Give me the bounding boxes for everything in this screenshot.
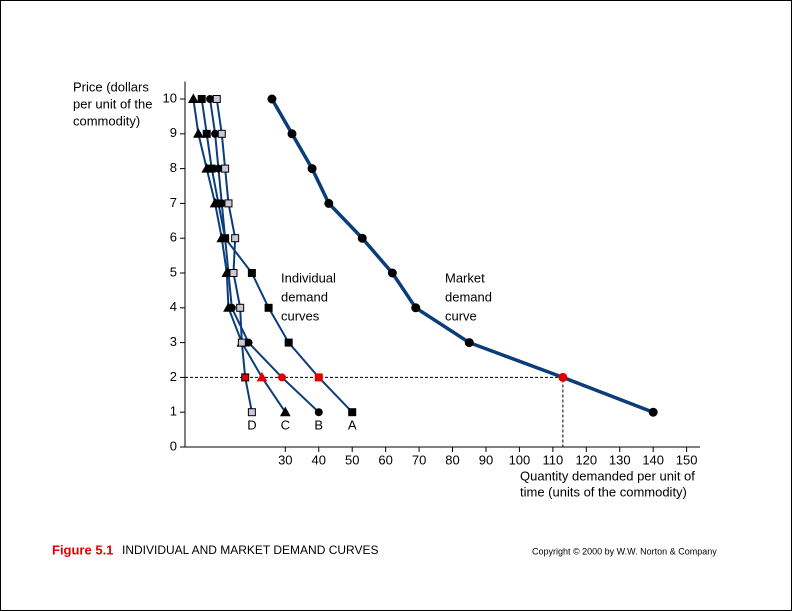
y-tick-label: 10 xyxy=(163,90,177,105)
marker xyxy=(224,199,233,208)
series-line xyxy=(215,98,253,413)
annotation: demand xyxy=(281,289,328,304)
y-axis-label: Price (dollars xyxy=(73,79,149,94)
marker xyxy=(411,303,421,313)
x-axis-label: Quantity demanded per unit of xyxy=(520,468,695,483)
marker xyxy=(284,338,293,347)
marker xyxy=(237,338,246,347)
x-tick-label: 120 xyxy=(575,452,597,467)
marker xyxy=(229,269,238,277)
x-tick-label: 30 xyxy=(278,452,292,467)
y-axis-label: commodity) xyxy=(73,113,140,128)
y-tick-label: 6 xyxy=(170,230,177,245)
marker xyxy=(287,129,297,139)
y-tick-label: 0 xyxy=(170,438,177,453)
marker xyxy=(324,198,334,208)
marker xyxy=(267,94,277,104)
x-tick-label: 70 xyxy=(412,452,426,467)
marker xyxy=(314,373,323,382)
marker xyxy=(277,373,286,382)
annotation: Individual xyxy=(281,270,336,285)
marker xyxy=(206,95,215,103)
marker xyxy=(217,129,226,138)
marker xyxy=(648,407,658,417)
x-tick-label: 110 xyxy=(542,452,563,467)
series-label: B xyxy=(314,418,323,433)
marker xyxy=(202,129,211,138)
copyright: Copyright © 2000 by W.W. Norton & Compan… xyxy=(532,546,717,556)
marker xyxy=(197,95,206,103)
y-tick-label: 4 xyxy=(170,299,177,314)
x-tick-label: 80 xyxy=(445,452,459,467)
marker xyxy=(387,268,397,278)
x-tick-label: 130 xyxy=(609,452,631,467)
marker xyxy=(216,232,228,243)
x-axis-label: time (units of the commodity) xyxy=(520,484,687,499)
series-label: A xyxy=(348,418,357,433)
marker xyxy=(357,233,367,243)
x-tick-label: 50 xyxy=(345,452,359,467)
annotation: curves xyxy=(281,308,320,323)
annotation: curve xyxy=(445,308,477,323)
marker xyxy=(558,372,568,382)
y-tick-label: 5 xyxy=(170,264,177,279)
annotation: demand xyxy=(445,289,492,304)
x-tick-label: 140 xyxy=(642,452,664,467)
x-tick-label: 90 xyxy=(479,452,493,467)
marker xyxy=(188,93,199,103)
marker xyxy=(307,164,317,174)
series-label: D xyxy=(247,418,256,433)
y-tick-label: 8 xyxy=(170,160,177,175)
x-tick-label: 60 xyxy=(378,452,392,467)
marker xyxy=(214,164,223,173)
marker xyxy=(212,95,221,103)
marker xyxy=(211,129,220,138)
marker xyxy=(223,302,234,312)
marker xyxy=(247,269,256,277)
caption: INDIVIDUAL AND MARKET DEMAND CURVES xyxy=(122,543,379,557)
marker xyxy=(264,303,273,312)
y-tick-label: 1 xyxy=(170,404,177,419)
marker xyxy=(464,338,474,348)
marker xyxy=(348,408,357,417)
x-tick-label: 150 xyxy=(676,452,698,467)
marker xyxy=(231,234,240,243)
caption-label: Figure 5.1 xyxy=(52,542,113,557)
marker xyxy=(193,128,204,138)
annotation: Market xyxy=(445,270,485,285)
marker xyxy=(256,371,268,382)
marker xyxy=(209,197,221,208)
series-label: C xyxy=(281,418,290,433)
series-line xyxy=(200,98,353,413)
marker xyxy=(247,408,256,417)
marker xyxy=(201,163,213,173)
marker xyxy=(314,408,323,417)
series-line xyxy=(270,98,654,414)
y-tick-label: 9 xyxy=(170,125,177,140)
marker xyxy=(221,164,230,173)
marker xyxy=(236,303,245,312)
marker xyxy=(241,373,250,382)
series-line xyxy=(209,98,320,413)
marker xyxy=(221,267,233,277)
series-line xyxy=(192,98,287,413)
y-tick-label: 3 xyxy=(170,334,177,349)
y-tick-label: 2 xyxy=(170,369,177,384)
x-tick-label: 100 xyxy=(509,452,531,467)
y-axis-label: per unit of the xyxy=(73,96,153,111)
x-tick-label: 40 xyxy=(312,452,326,467)
y-tick-label: 7 xyxy=(170,195,177,210)
marker xyxy=(279,406,291,417)
